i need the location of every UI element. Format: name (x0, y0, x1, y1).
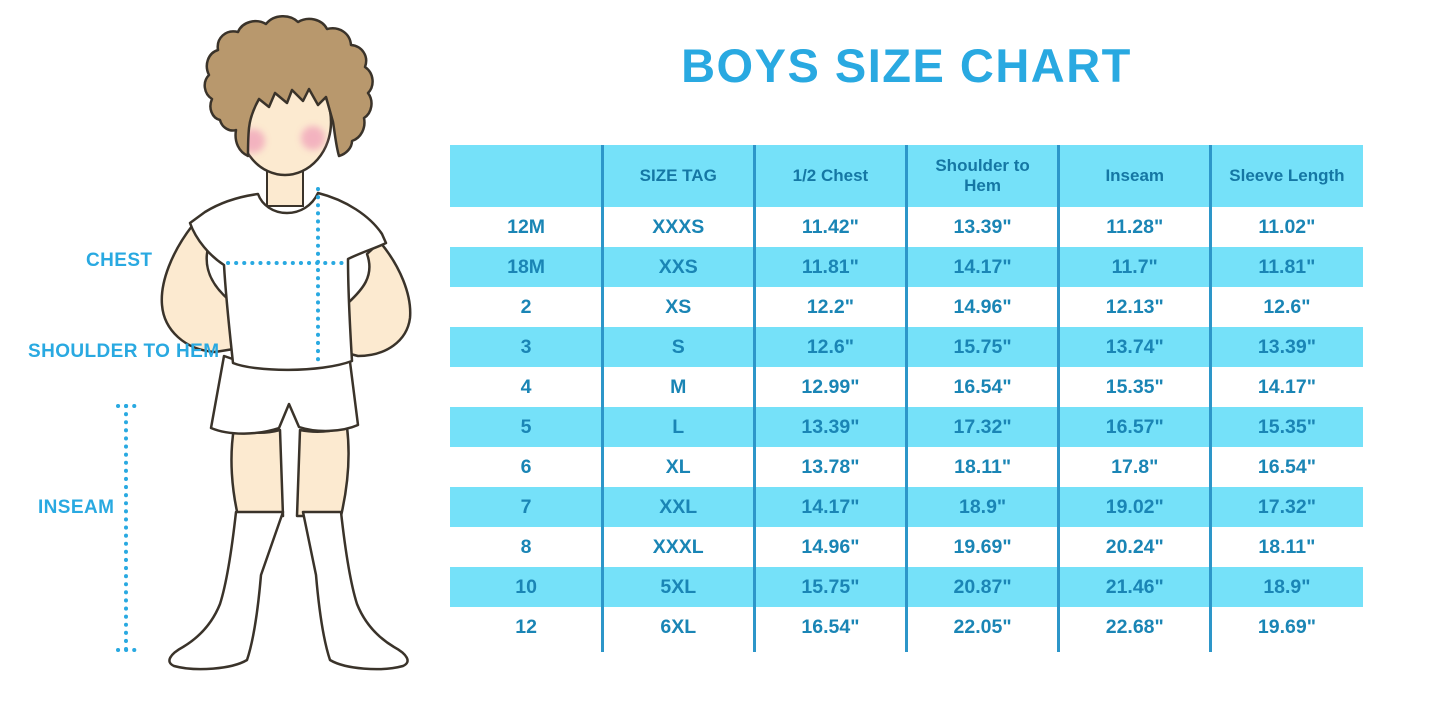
row-size-label: 12M (507, 215, 546, 238)
column-header-size-tag: SIZE TAG (639, 166, 717, 186)
table-cell: XS (665, 295, 692, 318)
inseam-label: INSEAM (38, 497, 115, 518)
row-size-label: 2 (520, 295, 532, 318)
table-cell: 18.11" (954, 455, 1012, 478)
row-size-label: 8 (520, 535, 532, 558)
table-cell: 11.7" (1111, 255, 1158, 278)
table-cell: 12.99" (801, 375, 860, 398)
table-cell: 14.96" (801, 535, 860, 558)
table-cell: 17.32" (1257, 495, 1316, 518)
table-cell: 19.69" (953, 535, 1012, 558)
boy-illustration (116, 15, 412, 671)
boy-arms (160, 224, 412, 358)
table-cell: 14.17" (801, 495, 860, 518)
table-cell: M (670, 375, 687, 398)
table-cell: 12.6" (806, 335, 855, 358)
row-size-label: 6 (520, 455, 532, 478)
table-cell: 15.35" (1257, 415, 1316, 438)
table-cell: 11.02" (1258, 215, 1316, 238)
table-cell: 16.57" (1105, 415, 1164, 438)
column-divider (752, 145, 756, 652)
column-divider (905, 145, 908, 652)
table-cell: 16.54" (801, 615, 860, 638)
boy-shirt (188, 191, 388, 372)
table-cell: 13.39" (953, 215, 1012, 238)
column-header-sleeve-length: Sleeve Length (1229, 166, 1345, 186)
boy-socks (168, 510, 409, 671)
row-size-label: 7 (520, 495, 532, 518)
table-cell: 17.32" (953, 415, 1012, 438)
column-divider (600, 145, 604, 652)
table-cell: 12.2" (806, 295, 855, 318)
table-cell: 19.02" (1105, 495, 1164, 518)
table-cell: 20.24" (1105, 535, 1164, 558)
table-cell: 13.39" (1257, 335, 1316, 358)
column-header-inseam: Inseam (1105, 166, 1165, 186)
table-cell: 15.75" (953, 335, 1012, 358)
row-size-label: 18M (507, 255, 546, 278)
table-cell: 15.35" (1105, 375, 1164, 398)
table-cell: XXS (658, 255, 698, 278)
table-cell: 13.78" (801, 455, 860, 478)
row-size-label: 5 (520, 415, 532, 438)
boy-hair (203, 15, 374, 158)
table-cell: XXXL (652, 535, 704, 558)
boy-head (203, 15, 374, 177)
table-cell: 20.87" (953, 575, 1012, 598)
table-cell: 19.69" (1257, 615, 1316, 638)
table-cell: 17.8" (1111, 455, 1159, 478)
table-cell: 11.42" (801, 215, 859, 238)
table-cell: L (672, 415, 685, 438)
table-cell: 22.68" (1105, 615, 1164, 638)
column-divider (1057, 145, 1061, 652)
table-cell: 18.9" (958, 495, 1007, 518)
table-cell: 11.81" (801, 255, 859, 278)
row-size-label: 3 (520, 335, 532, 358)
table-cell: S (671, 335, 685, 358)
table-cell: 6XL (660, 615, 697, 638)
table-cell: XL (665, 455, 691, 478)
table-cell: 22.05" (953, 615, 1012, 638)
row-size-label: 12 (515, 615, 537, 638)
table-cell: 12.13" (1105, 295, 1164, 318)
table-cell: 15.75" (801, 575, 860, 598)
table-cell: XXL (659, 495, 698, 518)
table-cell: 18.9" (1263, 575, 1311, 598)
table-cell: 11.81" (1258, 255, 1316, 278)
table-cell: 16.54" (953, 375, 1012, 398)
table-cell: 21.46" (1105, 575, 1164, 598)
table-cell: 14.96" (953, 295, 1012, 318)
shoulder-to-hem-label: SHOULDER TO HEM (28, 341, 220, 362)
column-header-half-chest: 1/2 Chest (792, 166, 869, 186)
row-size-label: 10 (515, 575, 537, 598)
column-divider (1209, 145, 1213, 652)
table-cell: 16.54" (1257, 455, 1316, 478)
table-cell: 14.17" (953, 255, 1012, 278)
page-title: BOYS SIZE CHART (681, 39, 1132, 92)
table-cell: 18.11" (1258, 535, 1316, 558)
table-cell: 12.6" (1263, 295, 1311, 318)
table-cell: 5XL (660, 575, 697, 598)
table-cell: 13.39" (801, 415, 860, 438)
table-cell: XXXS (652, 215, 705, 238)
boy-legs (230, 425, 350, 518)
table-cell: 13.74" (1105, 335, 1164, 358)
size-chart-table: SIZE TAG 1/2 Chest Shoulder to Hem Insea… (450, 145, 1363, 652)
table-cell: 14.17" (1257, 375, 1316, 398)
table-cell: 11.28" (1106, 215, 1164, 238)
column-header-shoulder-to-hem: Shoulder to Hem (935, 156, 1030, 195)
inseam-measure-line (116, 404, 144, 652)
chest-label: CHEST (86, 250, 153, 271)
row-size-label: 4 (520, 375, 532, 398)
